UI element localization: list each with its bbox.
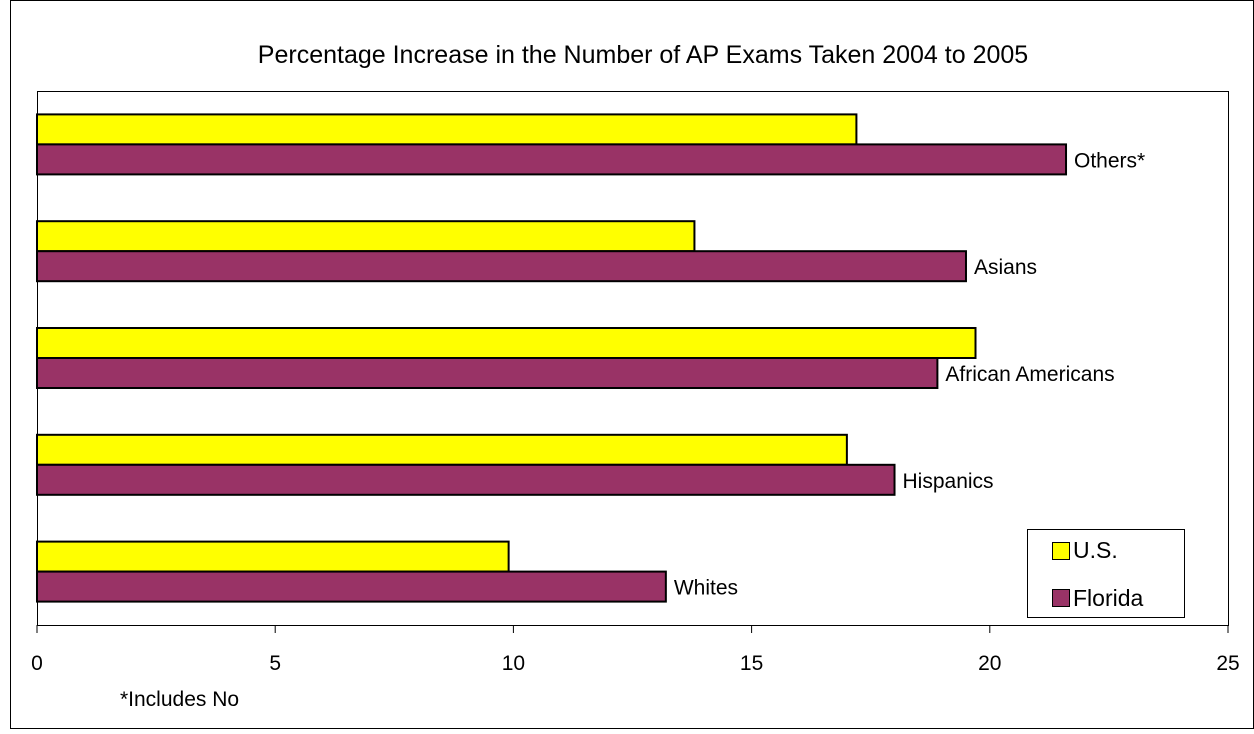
legend-label-florida: Florida xyxy=(1073,585,1144,611)
chart-title: Percentage Increase in the Number of AP … xyxy=(258,41,1028,69)
category-label-whites: Whites xyxy=(674,577,738,600)
category-label-hispanics: Hispanics xyxy=(903,470,994,493)
bar-u-s-whites xyxy=(36,540,510,573)
bar-u-s-asians xyxy=(36,220,696,253)
category-label-african-americans: African Americans xyxy=(945,363,1114,386)
x-tick-label-5: 5 xyxy=(269,652,281,675)
bar-u-s-african-americans xyxy=(36,327,977,359)
bar-u-s-others xyxy=(36,113,858,146)
x-tick-label-10: 10 xyxy=(502,652,525,675)
category-label-others: Others* xyxy=(1074,149,1145,172)
x-tick-label-20: 20 xyxy=(978,652,1001,675)
legend: U.S. Florida xyxy=(1027,529,1185,618)
x-tick-label-25: 25 xyxy=(1216,652,1239,675)
footnote: *Includes No xyxy=(120,688,239,711)
bar-florida-asians xyxy=(36,250,967,283)
bar-florida-whites xyxy=(36,570,667,603)
bar-u-s-hispanics xyxy=(36,433,848,466)
category-label-asians: Asians xyxy=(974,256,1037,279)
bars-group: Whites Hispanics African Americans Asians Ot… xyxy=(36,113,1145,603)
bar-florida-african-americans xyxy=(36,357,939,389)
bar-florida-others xyxy=(36,143,1068,176)
x-axis: 0 5 10 15 20 25 xyxy=(31,91,1240,675)
legend-swatch-florida xyxy=(1052,589,1070,607)
legend-swatch-us xyxy=(1052,542,1070,560)
bar-florida-hispanics xyxy=(36,463,896,496)
x-tick-label-15: 15 xyxy=(740,652,763,675)
legend-label-us: U.S. xyxy=(1073,537,1118,563)
x-tick-label-0: 0 xyxy=(31,652,43,675)
